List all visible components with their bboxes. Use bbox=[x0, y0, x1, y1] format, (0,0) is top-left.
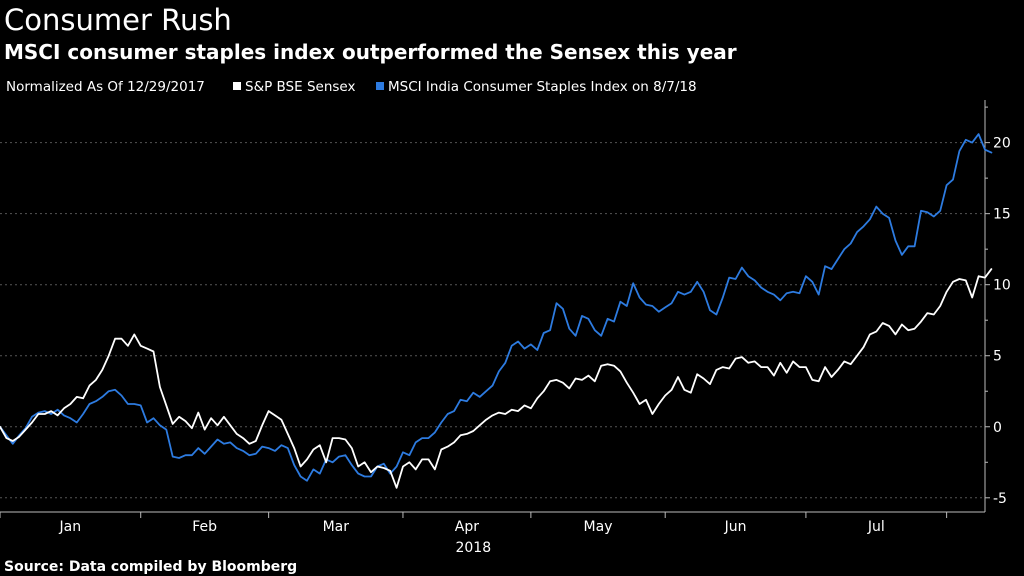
legend-label-sensex: S&P BSE Sensex bbox=[245, 79, 355, 95]
y-tick-label: 20 bbox=[993, 136, 1011, 152]
x-tick-label: May bbox=[584, 519, 613, 535]
y-tick-label: 15 bbox=[993, 207, 1011, 223]
series-lines bbox=[0, 133, 993, 489]
x-tick-label: Jan bbox=[59, 519, 82, 535]
legend: Normalized As Of 12/29/2017 S&P BSE Sens… bbox=[6, 79, 697, 95]
x-tick-label: Mar bbox=[323, 519, 350, 535]
y-tick-label: 10 bbox=[993, 278, 1011, 294]
chart-subtitle: MSCI consumer staples index outperformed… bbox=[4, 40, 737, 64]
y-tick-label: 0 bbox=[993, 420, 1002, 436]
chart-title: Consumer Rush bbox=[4, 3, 232, 37]
legend-swatch-sensex bbox=[233, 82, 241, 90]
x-year-label: 2018 bbox=[455, 540, 491, 556]
x-tick-label: Jul bbox=[867, 519, 885, 535]
y-tick-label: 5 bbox=[993, 349, 1002, 365]
axes: -5 0 5 10 15 20 Jan Feb Mar Apr May Jun Jul 2018 bbox=[0, 100, 1011, 556]
x-tick-label: Jun bbox=[724, 519, 747, 535]
legend-swatch-msci bbox=[376, 82, 384, 90]
legend-note: Normalized As Of 12/29/2017 bbox=[6, 79, 205, 95]
x-tick-label: Feb bbox=[192, 519, 217, 535]
gridlines bbox=[0, 142, 985, 499]
legend-label-msci: MSCI India Consumer Staples Index on 8/7… bbox=[388, 79, 697, 95]
series-line-msci bbox=[0, 133, 993, 482]
y-tick-label: -5 bbox=[993, 491, 1007, 507]
series-line-sensex bbox=[0, 268, 993, 489]
x-tick-label: Apr bbox=[455, 519, 479, 535]
source-note: Source: Data compiled by Bloomberg bbox=[4, 559, 297, 575]
